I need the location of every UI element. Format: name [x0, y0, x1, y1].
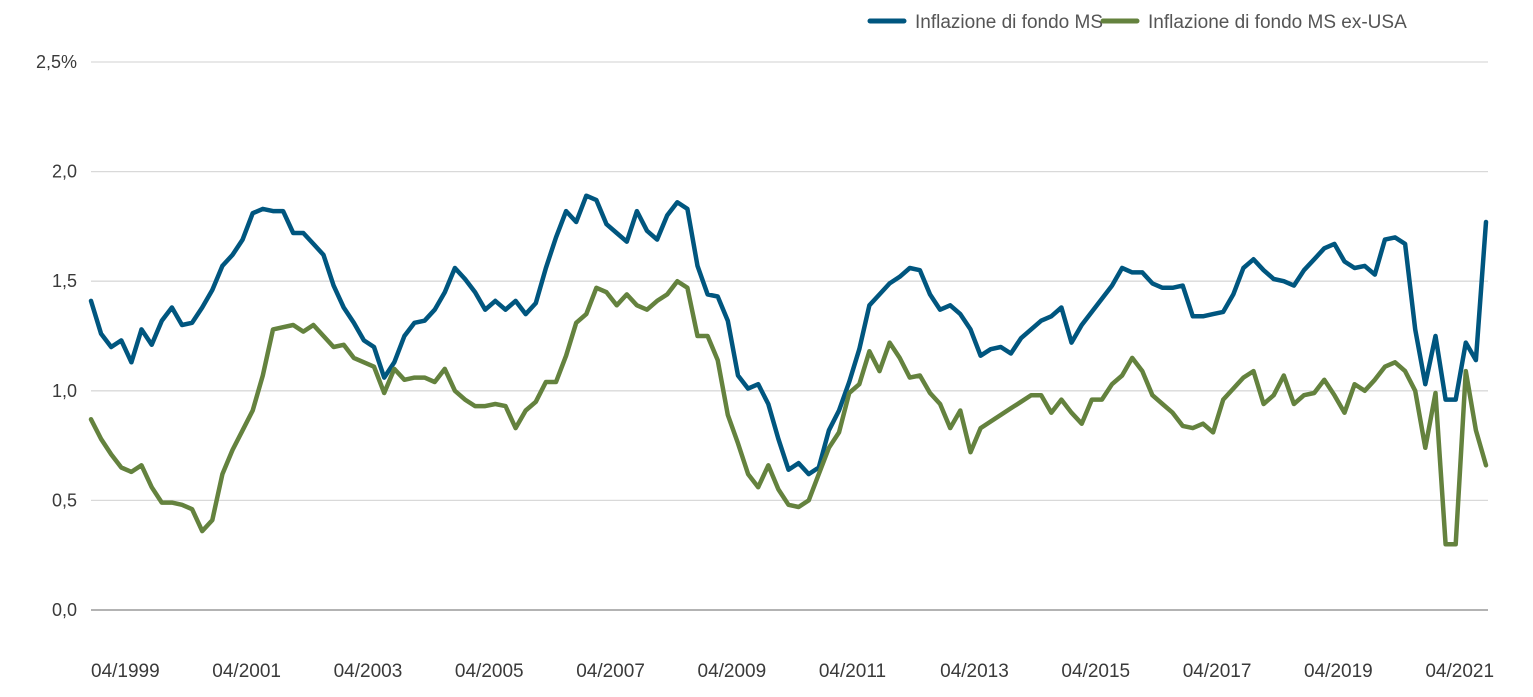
legend: Inflazione di fondo MS Inflazione di fon… — [867, 12, 1407, 33]
legend-label-ms-ex-usa: Inflazione di fondo MS ex-USA — [1148, 12, 1407, 33]
series-line-ms — [88, 193, 1489, 477]
series-line-ms-ex-usa — [88, 278, 1489, 547]
y-tick-label: 0,0 — [52, 600, 77, 620]
x-axis-ticks: 04/1999 04/2001 04/2003 04/2005 04/2007 04/20… — [91, 661, 1494, 682]
x-tick-label: 04/2005 — [455, 661, 524, 682]
x-tick-label: 04/2007 — [576, 661, 645, 682]
legend-item-ms[interactable]: Inflazione di fondo MS — [867, 12, 1103, 33]
y-axis-ticks: 0,0 0,5 1,0 1,5 2,0 2,5% — [36, 52, 77, 620]
x-tick-label: 04/2009 — [698, 661, 767, 682]
y-tick-label: 0,5 — [52, 490, 77, 510]
y-tick-label: 2,5% — [36, 52, 77, 72]
x-tick-label: 04/2011 — [819, 661, 886, 682]
x-tick-label: 04/2013 — [940, 661, 1009, 682]
y-tick-label: 1,5 — [52, 271, 77, 291]
legend-item-ms-ex-usa[interactable]: Inflazione di fondo MS ex-USA — [1100, 12, 1407, 33]
series-lines — [88, 193, 1489, 547]
gridlines — [91, 61, 1488, 611]
legend-label-ms: Inflazione di fondo MS — [915, 12, 1103, 33]
y-tick-label: 2,0 — [52, 162, 77, 182]
x-tick-label: 04/2021 — [1425, 661, 1494, 682]
x-tick-label: 04/2019 — [1304, 661, 1373, 682]
x-tick-label: 04/2003 — [334, 661, 403, 682]
y-tick-label: 1,0 — [52, 381, 77, 401]
x-tick-label: 04/1999 — [91, 661, 160, 682]
x-tick-label: 04/2001 — [212, 661, 281, 682]
x-tick-label: 04/2015 — [1061, 661, 1130, 682]
x-tick-label: 04/2017 — [1183, 661, 1252, 682]
